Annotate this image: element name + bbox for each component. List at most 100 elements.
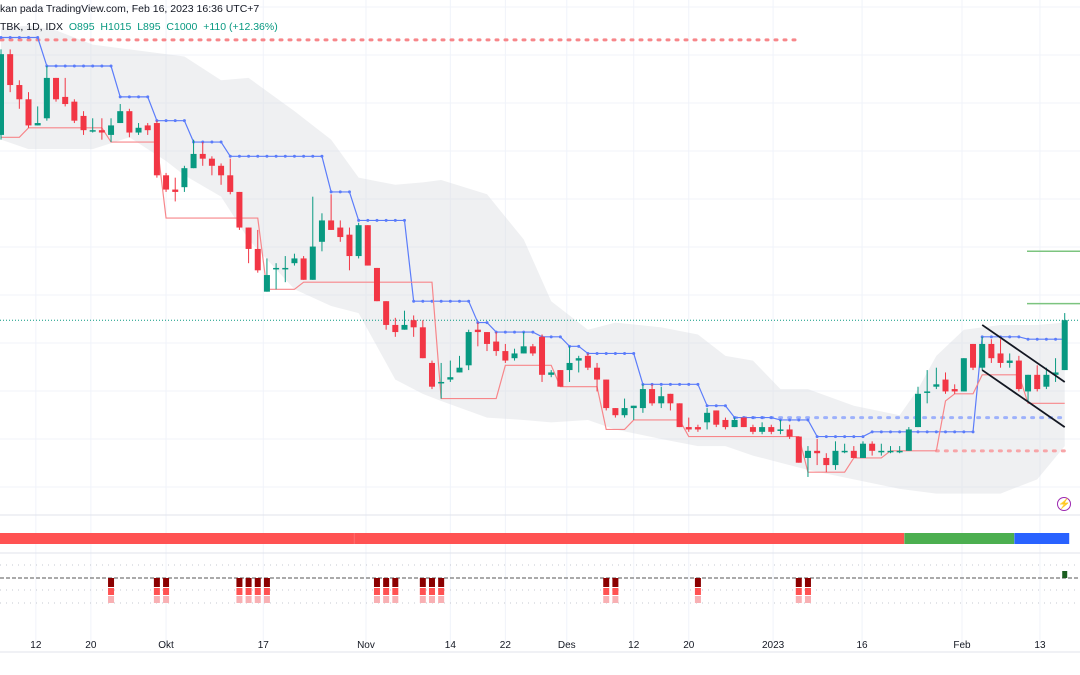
candle-body — [245, 227, 252, 249]
candle-body — [694, 427, 701, 430]
bearish-signal-mark — [263, 596, 270, 603]
time-tick-label: 20 — [85, 640, 97, 651]
upper-step-line-dot — [760, 416, 764, 420]
upper-step-line-dot — [879, 430, 883, 434]
upper-step-line-dot — [292, 154, 296, 158]
upper-step-line-dot — [788, 418, 792, 422]
upper-step-line-dot — [925, 430, 929, 434]
candle-body — [594, 367, 601, 380]
upper-step-line-dot — [797, 418, 801, 422]
bearish-signal-mark — [383, 578, 390, 587]
bearish-signal-mark — [795, 588, 802, 595]
candle-body — [456, 367, 463, 373]
upper-step-line-dot — [72, 64, 76, 68]
upper-step-line-dot — [91, 64, 95, 68]
trend-strip-segment — [354, 533, 905, 544]
upper-step-line-dot — [17, 36, 21, 40]
upper-step-line-dot — [274, 154, 278, 158]
close-value: C1000 — [166, 21, 198, 33]
time-tick-label: 2023 — [762, 640, 785, 651]
bearish-signal-mark — [438, 596, 445, 603]
candle-body — [685, 427, 692, 430]
upper-step-line-dot — [870, 430, 874, 434]
lightning-bolt-icon[interactable]: ⚡ — [1057, 497, 1071, 511]
candle-body — [484, 332, 491, 344]
candle-body — [117, 111, 124, 124]
upper-step-line-dot — [402, 218, 406, 222]
upper-step-line-dot — [898, 430, 902, 434]
candle-body — [263, 275, 270, 292]
candle-body — [529, 346, 536, 354]
candle-body — [804, 450, 811, 458]
candle-body — [410, 320, 417, 328]
time-tick-label: 12 — [30, 640, 42, 651]
upper-step-line-dot — [0, 36, 3, 40]
candle-body — [970, 343, 977, 368]
candle-body — [89, 130, 96, 132]
bearish-signal-mark — [694, 578, 701, 587]
candle-body — [869, 443, 876, 451]
time-tick-label: Feb — [953, 640, 971, 651]
trend-strip-segment — [904, 533, 1015, 544]
candle-body — [814, 450, 821, 454]
upper-step-line-dot — [513, 330, 517, 334]
candle-body — [1015, 360, 1022, 390]
candle-body — [34, 123, 41, 126]
upper-step-line-dot — [237, 154, 241, 158]
candle-body — [630, 405, 637, 409]
candle-body — [988, 343, 995, 359]
upper-step-line-dot — [357, 218, 361, 222]
bearish-signal-mark — [153, 596, 160, 603]
time-tick-label: 17 — [258, 640, 270, 651]
candle-body — [401, 324, 408, 330]
candles — [0, 49, 1068, 477]
candle-body — [43, 77, 50, 119]
time-tick-label: 20 — [683, 640, 695, 651]
bearish-signal-mark — [373, 578, 380, 587]
drawings[interactable] — [981, 324, 1066, 428]
upper-step-line-dot — [320, 154, 324, 158]
candle-body — [208, 158, 215, 166]
candle-body — [511, 353, 518, 359]
bearish-signal-mark — [603, 596, 610, 603]
upper-step-line-dot — [1035, 337, 1039, 341]
bearish-signal-mark — [603, 578, 610, 587]
bearish-signal-mark — [108, 596, 115, 603]
upper-step-line-dot — [393, 218, 397, 222]
upper-step-line-dot — [100, 64, 104, 68]
upper-step-line-dot — [659, 382, 663, 386]
time-axis[interactable]: 12 20 Okt 17 Nov 14 22 Des 12 20 2023 16 Feb 13 — [0, 640, 1080, 653]
candle-body — [181, 168, 188, 188]
upper-step-line-dot — [375, 218, 379, 222]
upper-step-line-dot — [109, 64, 113, 68]
upper-step-line-dot — [934, 430, 938, 434]
bearish-signal-mark — [108, 578, 115, 587]
band-overlay — [1, 25, 1065, 494]
upper-step-line-dot — [751, 416, 755, 420]
candle-body — [1061, 320, 1068, 371]
upper-step-line-dot — [769, 416, 773, 420]
upper-step-line-dot — [833, 435, 837, 439]
candle-body — [768, 427, 775, 432]
candle-body — [850, 450, 857, 458]
candle-body — [539, 336, 546, 375]
candle-body — [639, 389, 646, 409]
candle-body — [254, 248, 261, 271]
upper-step-line — [1, 36, 1065, 438]
candle-body — [190, 153, 197, 169]
candle-body — [419, 327, 426, 359]
upper-step-line-dot — [384, 218, 388, 222]
candle-body — [759, 427, 766, 432]
bearish-signal-mark — [236, 578, 243, 587]
watermark-text: kan pada TradingView.com, Feb 16, 2023 1… — [0, 3, 260, 15]
candle-body — [199, 153, 206, 159]
high-value: H1015 — [100, 21, 132, 33]
upper-step-line-dot — [623, 351, 627, 355]
candle-body — [1006, 360, 1013, 363]
candle-body — [1052, 372, 1059, 375]
upper-step-line-dot — [962, 430, 966, 434]
upper-step-line-dot — [439, 299, 443, 303]
upper-step-line-dot — [595, 351, 599, 355]
upper-step-line-dot — [1017, 335, 1021, 339]
